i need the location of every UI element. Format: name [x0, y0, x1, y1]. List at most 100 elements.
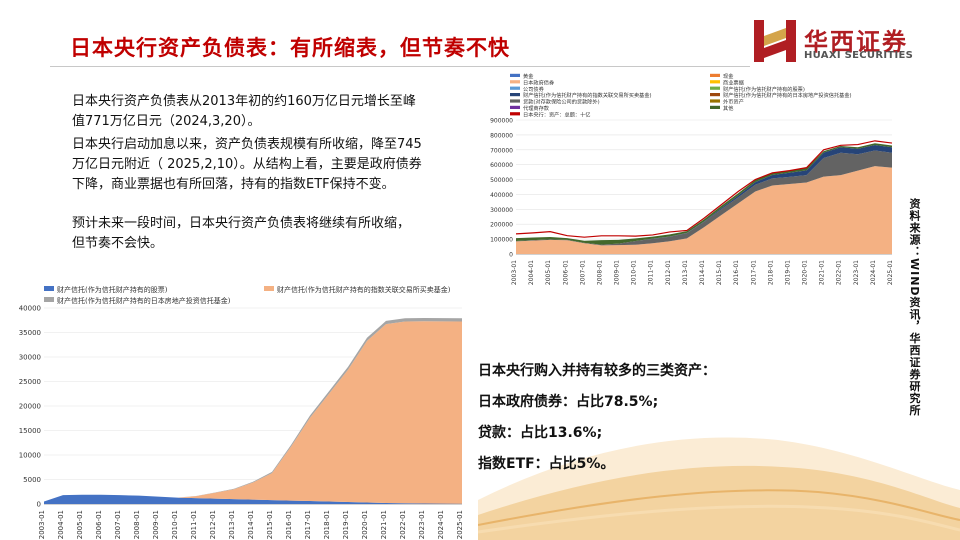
y-tick-label: 15000	[19, 427, 41, 435]
legend-label: 其他	[723, 104, 733, 112]
x-tick-label: 2009-01	[152, 510, 160, 539]
y-tick-label: 400000	[490, 192, 513, 199]
logo-name-en: HUAXI SECURITIES	[804, 50, 914, 61]
x-tick-label: 2008-01	[596, 260, 603, 285]
gold-wave-decoration	[478, 437, 960, 540]
y-tick-label: 30000	[19, 354, 41, 362]
x-tick-label: 2024-01	[437, 510, 445, 539]
y-tick-label: 800000	[490, 132, 513, 139]
x-tick-label: 2017-01	[750, 260, 757, 285]
key-holdings-box: 日本央行购入并持有较多的三类资产： 日本政府债券：占比78.5%; 贷款：占比1…	[478, 356, 798, 480]
y-tick-label: 500000	[490, 177, 513, 184]
y-tick-label: 25000	[19, 378, 41, 386]
x-tick-label: 2022-01	[399, 510, 407, 539]
y-tick-label: 40000	[19, 305, 41, 313]
logo-mark-icon	[754, 20, 796, 62]
y-tick-label: 5000	[23, 476, 41, 484]
x-tick-label: 2014-01	[699, 260, 706, 285]
x-tick-label: 2016-01	[285, 510, 293, 539]
area-series	[44, 494, 462, 504]
y-tick-label: 600000	[490, 162, 513, 169]
y-tick-label: 900000	[490, 118, 513, 125]
x-tick-label: 2019-01	[342, 510, 350, 539]
y-tick-label: 20000	[19, 403, 41, 411]
x-tick-label: 2010-01	[631, 260, 638, 285]
y-tick-label: 0	[37, 501, 41, 509]
area-series	[516, 166, 892, 254]
trust-assets-chart: 财产信托(作为信托财产持有的股票) 财产信托(作为信托财产持有的指数关联交易所买卖…	[19, 285, 464, 539]
x-tick-label: 2022-01	[836, 260, 843, 285]
x-tick-label: 2013-01	[682, 260, 689, 285]
area-series	[516, 150, 892, 246]
company-logo: 华西证券 HUAXI SECURITIES	[752, 18, 952, 66]
x-tick-label: 2006-01	[95, 510, 103, 539]
legend-swatch	[510, 73, 520, 77]
x-tick-label: 2005-01	[545, 260, 552, 285]
x-tick-label: 2009-01	[614, 260, 621, 285]
x-tick-label: 2018-01	[323, 510, 331, 539]
source-note: 资料来源：WIND资讯，华西证券研究所	[908, 198, 921, 417]
x-tick-label: 2018-01	[767, 260, 774, 285]
legend-swatch	[710, 99, 720, 103]
x-tick-label: 2021-01	[380, 510, 388, 539]
key-holdings-intro: 日本央行购入并持有较多的三类资产：	[478, 363, 716, 379]
legend-label: 财产信托(作为信托财产持有的指数关联交易所买卖基金)	[523, 91, 652, 99]
x-tick-label: 2025-01	[887, 260, 894, 285]
holding-etf: 指数ETF：占比5%。	[478, 456, 615, 472]
legend-swatch	[510, 93, 520, 97]
legend-label: 财产信托(作为信托财产持有的股票)	[57, 285, 168, 294]
legend-label: 现金	[723, 72, 734, 80]
legend-swatch	[44, 297, 54, 302]
x-tick-label: 2015-01	[716, 260, 723, 285]
legend-label: 商业票据	[723, 78, 744, 86]
legend-swatch	[510, 105, 520, 109]
legend-swatch	[264, 286, 274, 291]
x-tick-label: 2024-01	[870, 260, 877, 285]
y-tick-label: 10000	[19, 452, 41, 460]
x-tick-label: 2019-01	[784, 260, 791, 285]
legend-label: 日本央行：资产：总额：十亿	[523, 110, 590, 118]
y-tick-label: 300000	[490, 207, 513, 214]
x-tick-label: 2016-01	[733, 260, 740, 285]
legend-label: 财产信托(作为信托财产持有的股票)	[723, 85, 805, 93]
legend-swatch	[710, 80, 720, 84]
legend-label: 黄金	[523, 72, 534, 80]
legend-swatch	[510, 112, 520, 116]
x-tick-label: 2007-01	[114, 510, 122, 539]
x-tick-label: 2011-01	[648, 260, 655, 285]
x-tick-label: 2023-01	[853, 260, 860, 285]
y-tick-label: 0	[509, 252, 513, 259]
x-tick-label: 2020-01	[361, 510, 369, 539]
legend-swatch	[710, 73, 720, 77]
legend-swatch	[710, 86, 720, 90]
legend-label: 贷款(对存款保险公司的贷款除外)	[523, 98, 600, 106]
holding-jgb: 日本政府债券：占比78.5%;	[478, 394, 659, 410]
legend-label: 代理商存款	[523, 104, 550, 112]
x-tick-label: 2012-01	[209, 510, 217, 539]
x-tick-label: 2021-01	[819, 260, 826, 285]
x-tick-label: 2013-01	[228, 510, 236, 539]
legend-label: 财产信托(作为信托财产持有的指数关联交易所买卖基金)	[277, 285, 451, 294]
legend-swatch	[510, 80, 520, 84]
x-tick-label: 2025-01	[456, 510, 464, 539]
paragraph-1: 日本央行资产负债表从2013年初的约160万亿日元增长至峰值771万亿日元（20…	[72, 94, 416, 129]
x-tick-label: 2012-01	[665, 260, 672, 285]
x-tick-label: 2014-01	[247, 510, 255, 539]
x-tick-label: 2003-01	[511, 260, 518, 285]
legend-swatch	[510, 86, 520, 90]
x-tick-label: 2005-01	[76, 510, 84, 539]
legend-swatch	[510, 99, 520, 103]
legend-label: 财产信托(作为信托财产持有的日本房地产投资信托基金)	[57, 296, 231, 305]
paragraph-2: 日本央行启动加息以来，资产负债表规模有所收缩，降至745万亿日元附近（ 2025…	[72, 137, 422, 192]
y-tick-label: 200000	[490, 222, 513, 229]
title-divider	[50, 66, 750, 67]
x-tick-label: 2004-01	[57, 510, 65, 539]
legend-label: 外币资产	[723, 98, 744, 106]
legend-swatch	[710, 105, 720, 109]
chart-legend: 财产信托(作为信托财产持有的股票) 财产信托(作为信托财产持有的指数关联交易所买卖…	[44, 285, 451, 305]
x-tick-label: 2015-01	[266, 510, 274, 539]
logo-name-cn: 华西证券	[804, 28, 908, 56]
x-tick-label: 2010-01	[171, 510, 179, 539]
